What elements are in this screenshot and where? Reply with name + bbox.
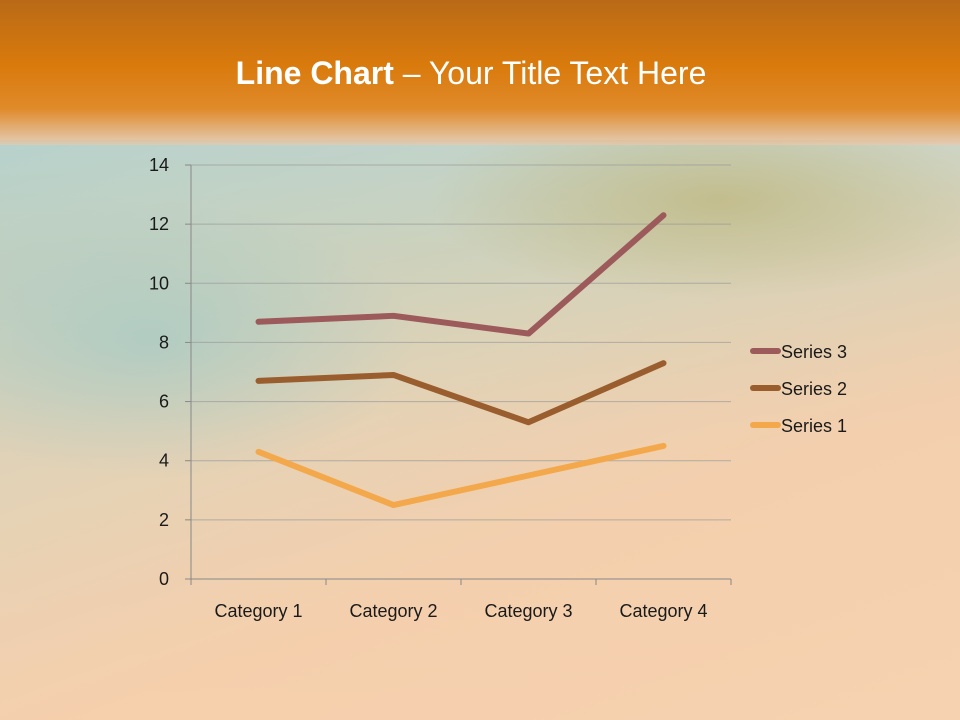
x-tick-label: Category 2 — [349, 601, 437, 621]
series-line-3 — [255, 212, 667, 337]
legend-label: Series 2 — [781, 379, 847, 399]
x-tick-label: Category 3 — [484, 601, 572, 621]
x-tick-label: Category 1 — [214, 601, 302, 621]
slide-title: Line Chart – Your Title Text Here — [0, 55, 942, 92]
y-tick-label: 8 — [159, 332, 169, 352]
y-tick-label: 12 — [149, 214, 169, 234]
legend-label: Series 3 — [781, 342, 847, 362]
y-tick-label: 14 — [149, 155, 169, 175]
y-tick-label: 10 — [149, 273, 169, 293]
y-tick-label: 4 — [159, 451, 169, 471]
series-line-1 — [255, 442, 667, 509]
slide-title-rest: – Your Title Text Here — [393, 55, 707, 91]
background-beach-image — [0, 140, 960, 720]
title-banner — [0, 0, 960, 145]
legend-label: Series 1 — [781, 416, 847, 436]
y-tick-label: 2 — [159, 510, 169, 530]
x-tick-label: Category 4 — [619, 601, 707, 621]
y-tick-label: 0 — [159, 569, 169, 589]
y-tick-label: 6 — [159, 392, 169, 412]
series-line-2 — [255, 360, 667, 426]
slide-title-bold: Line Chart — [235, 55, 394, 91]
